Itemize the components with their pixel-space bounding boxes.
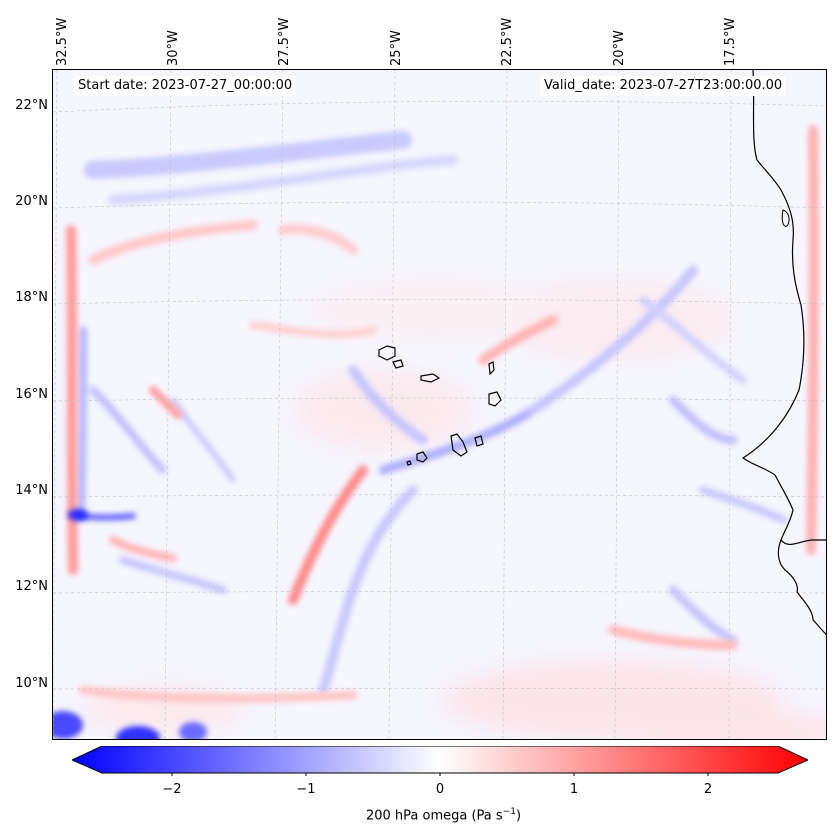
lat-label-22n: 22°N xyxy=(15,98,48,113)
colorbar-label-end: ) xyxy=(515,808,522,824)
lat-label-16n: 16°N xyxy=(15,387,48,402)
lon-label-32-5w: 32.5°W xyxy=(55,17,70,66)
lon-label-17-5w: 17.5°W xyxy=(723,17,738,66)
valid-date-label: Valid_date: 2023-07-27T23:00:00.00 xyxy=(540,76,787,96)
colorbar-label: 200 hPa omega (Pa s−1) xyxy=(0,807,837,823)
lon-label-27-5w: 27.5°W xyxy=(277,17,292,66)
start-date-label: Start date: 2023-07-27_00:00:00 xyxy=(74,76,297,96)
colorbar-label-sup: −1 xyxy=(502,807,516,817)
africa-coastline xyxy=(741,70,826,545)
lat-label-18n: 18°N xyxy=(15,290,48,305)
colorbar xyxy=(72,746,808,776)
graticule xyxy=(53,70,826,739)
colorbar-tick-2: 2 xyxy=(703,782,713,797)
colorbar-label-text: 200 hPa omega (Pa s xyxy=(365,808,503,824)
lat-label-10n: 10°N xyxy=(15,676,48,691)
lat-label-12n: 12°N xyxy=(15,579,48,594)
lon-label-20w: 20°W xyxy=(612,30,627,66)
omega-field xyxy=(53,70,826,739)
cape-verde-islands xyxy=(378,345,502,466)
lon-label-30w: 30°W xyxy=(166,30,181,66)
colorbar-tick-minus1: −1 xyxy=(296,782,316,797)
colorbar-ticks xyxy=(171,773,709,776)
colorbar-tick-minus2: −2 xyxy=(162,782,182,797)
lon-label-25w: 25°W xyxy=(389,30,404,66)
lon-label-22-5w: 22.5°W xyxy=(500,17,515,66)
lat-label-20n: 20°N xyxy=(15,194,48,209)
colorbar-tick-0: 0 xyxy=(435,782,445,797)
lat-label-14n: 14°N xyxy=(15,483,48,498)
colorbar-tick-1: 1 xyxy=(569,782,579,797)
omega-map-panel xyxy=(52,69,827,740)
